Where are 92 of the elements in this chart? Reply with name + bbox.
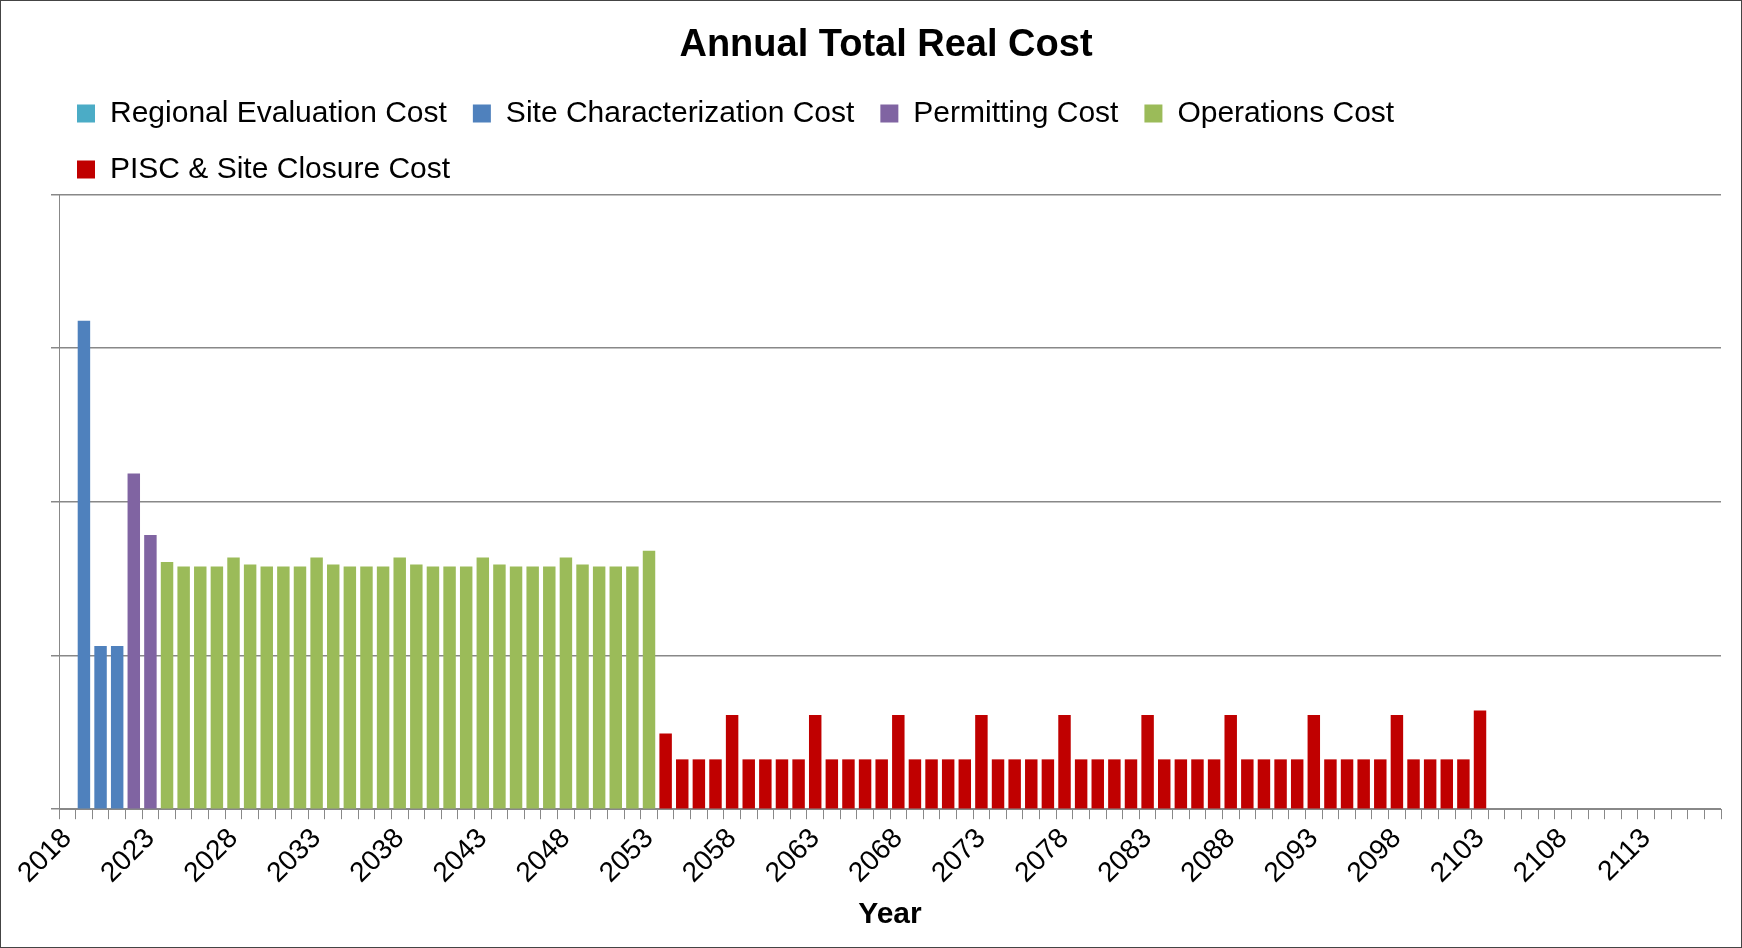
bar	[177, 566, 190, 809]
bar	[775, 759, 789, 809]
bar	[1340, 759, 1354, 809]
bar	[792, 759, 805, 809]
bar	[227, 557, 240, 809]
bar	[958, 759, 972, 809]
bar	[975, 714, 988, 809]
bar	[1307, 714, 1321, 809]
bar	[1191, 759, 1204, 809]
bar	[543, 566, 556, 809]
bar	[360, 566, 373, 809]
bar	[892, 714, 905, 809]
bar	[1207, 759, 1221, 809]
bar	[459, 566, 473, 809]
bar	[1440, 759, 1453, 809]
bar	[1141, 714, 1154, 809]
bar	[509, 566, 523, 809]
bar	[410, 564, 423, 809]
bar	[277, 566, 290, 809]
bar	[1108, 759, 1121, 809]
bar	[493, 564, 506, 809]
bar	[1058, 714, 1071, 809]
bar	[127, 473, 141, 809]
bar	[376, 566, 390, 809]
bar	[1074, 759, 1088, 809]
bar	[1374, 759, 1387, 809]
bar	[592, 566, 606, 809]
x-axis-title: Year	[858, 896, 923, 930]
bar	[1274, 759, 1287, 809]
bar	[210, 566, 224, 809]
bar	[576, 564, 589, 809]
bar	[559, 557, 573, 809]
legend-label: Regional Evaluation Cost	[110, 94, 448, 128]
bar	[659, 733, 672, 809]
legend-label: Operations Cost	[1177, 94, 1395, 128]
bar	[1041, 759, 1055, 809]
bar	[77, 320, 91, 809]
bar	[160, 561, 174, 809]
bar	[243, 564, 257, 809]
bar	[1174, 759, 1188, 809]
bar	[742, 759, 755, 809]
legend-label: Permitting Cost	[913, 94, 1120, 128]
bar	[858, 759, 872, 809]
bar	[1357, 759, 1370, 809]
bar	[144, 535, 157, 809]
bar	[609, 566, 622, 809]
bar	[476, 557, 490, 809]
bar	[1124, 759, 1138, 809]
bar	[1025, 759, 1038, 809]
bar	[642, 550, 656, 809]
bar	[1091, 759, 1104, 809]
bar	[526, 566, 539, 809]
bar	[443, 566, 456, 809]
chart-title: Annual Total Real Cost	[679, 22, 1093, 65]
bar	[991, 759, 1005, 809]
bar	[94, 646, 107, 809]
bar	[1407, 759, 1420, 809]
bar	[626, 566, 639, 809]
bar	[825, 759, 839, 809]
bar	[1008, 759, 1021, 809]
bar	[1257, 759, 1271, 809]
bar	[692, 759, 706, 809]
bar	[327, 564, 340, 809]
bar	[293, 566, 307, 809]
bar	[310, 557, 323, 809]
bar	[194, 566, 207, 809]
bar	[426, 566, 440, 809]
bar	[343, 566, 357, 809]
bar	[393, 557, 406, 809]
bar	[941, 759, 955, 809]
bar	[709, 759, 722, 809]
bar	[1224, 714, 1237, 809]
bar	[925, 759, 938, 809]
legend-label: PISC & Site Closure Cost	[110, 150, 451, 184]
bar	[842, 759, 855, 809]
bar	[875, 759, 888, 809]
bar	[1457, 759, 1470, 809]
bar	[1241, 759, 1254, 809]
bar	[1324, 759, 1337, 809]
bar	[110, 646, 124, 809]
bar	[908, 759, 922, 809]
bar	[808, 714, 822, 809]
legend-label: Site Characterization Cost	[505, 94, 856, 128]
bar	[1390, 714, 1404, 809]
bar	[1473, 710, 1487, 809]
bar	[759, 759, 772, 809]
bar	[260, 566, 273, 809]
bar	[725, 714, 739, 809]
bar	[1423, 759, 1437, 809]
bar	[1290, 759, 1304, 809]
bar	[676, 759, 689, 809]
bar	[1158, 759, 1171, 809]
